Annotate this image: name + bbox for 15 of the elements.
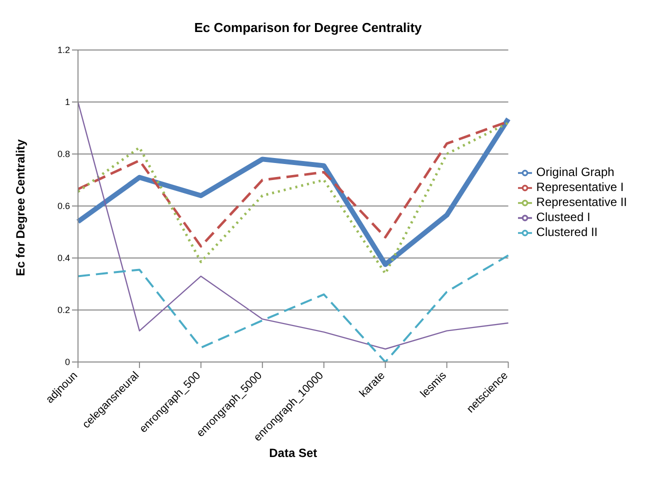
y-tick-label: 0.6 [57,201,70,212]
y-tick-label: 1.2 [57,45,70,56]
x-axis-title: Data Set [269,446,318,460]
y-tick-label: 0.8 [57,149,70,160]
legend-label: Representative I [536,180,624,194]
y-axis-title: Ec for Degree Centrality [13,138,28,276]
legend-label: Clusteed I [536,210,590,224]
y-tick-label: 0.4 [57,253,70,264]
chart-title: Ec Comparison for Degree Centrality [193,20,423,35]
legend-label: Representative II [536,195,627,210]
legend-label: Original Graph [536,165,614,180]
y-tick-label: 1 [64,97,70,108]
y-tick-label: 0 [64,357,70,368]
y-tick-label: 0.2 [57,305,70,316]
legend-label: Clustered II [536,224,598,239]
